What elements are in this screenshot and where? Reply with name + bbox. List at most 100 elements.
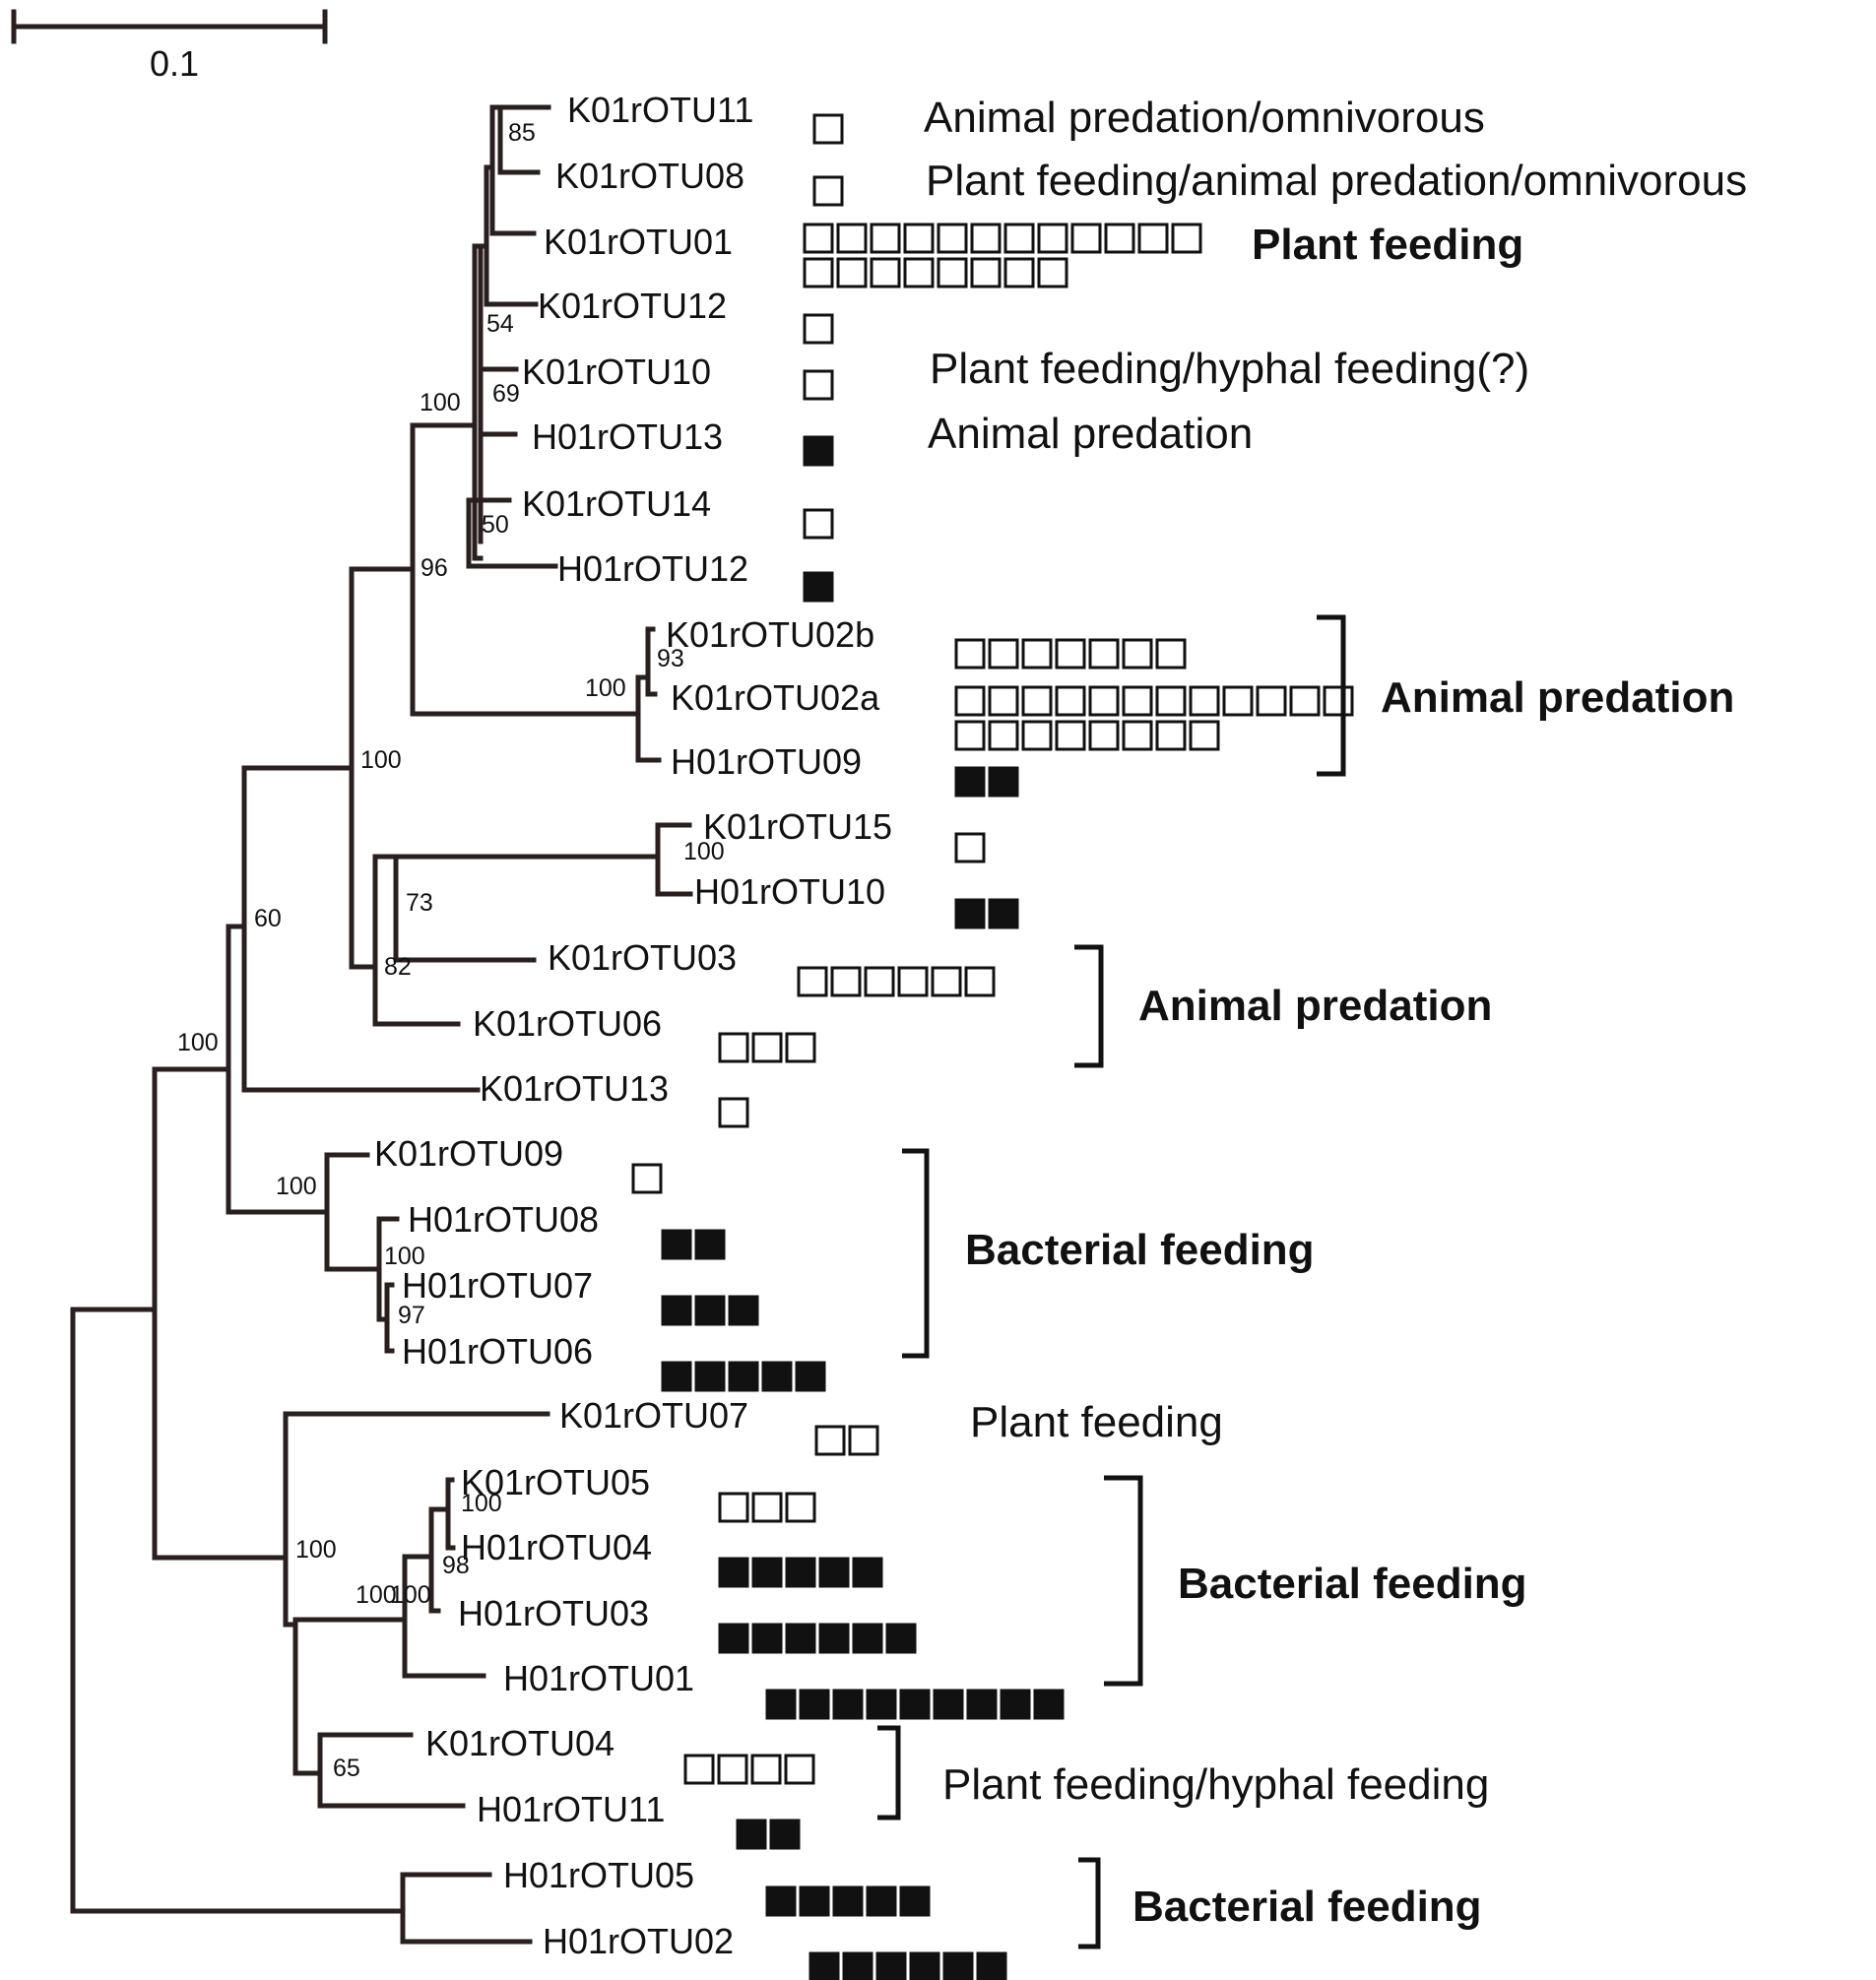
leaf-label: K01rOTU08 [555, 156, 744, 196]
open-square [1189, 685, 1220, 717]
bootstrap-value: 82 [384, 953, 412, 981]
filled-square [728, 1295, 759, 1326]
filled-square [988, 898, 1019, 929]
filled-square [866, 1689, 897, 1720]
bootstrap-value: 96 [420, 554, 448, 582]
leaf-label: K01rOTU06 [473, 1003, 662, 1044]
bootstrap-value: 60 [254, 905, 282, 932]
leaf-label: K01rOTU14 [522, 483, 711, 524]
open-square [814, 1425, 846, 1456]
annotation-text: Plant feeding [970, 1398, 1223, 1446]
open-square [1323, 685, 1354, 717]
filled-square [751, 1623, 783, 1654]
leaf-label: H01rOTU04 [461, 1527, 652, 1567]
open-square [1122, 720, 1153, 751]
group-brackets [877, 614, 1346, 1949]
open-square [1155, 638, 1187, 670]
bootstrap-value: 100 [461, 1490, 502, 1517]
open-square [970, 257, 1002, 288]
open-square [937, 257, 968, 288]
open-square [1055, 638, 1086, 670]
open-square [937, 223, 968, 254]
open-square [1088, 720, 1120, 751]
annotation-text: Animal predation/omnivorous [924, 94, 1485, 142]
open-square [931, 966, 962, 997]
bracket-bacterial-feeding-3 [1078, 1857, 1101, 1949]
leaf-label: H01rOTU08 [408, 1199, 599, 1240]
filled-square [933, 1689, 964, 1720]
leaf-label: K01rOTU11 [567, 90, 753, 130]
filled-square [769, 1819, 801, 1850]
open-square [797, 966, 828, 997]
filled-square [832, 1885, 864, 1917]
open-square [750, 1754, 782, 1785]
leaf-label: K01rOTU15 [703, 806, 892, 847]
open-square [1070, 223, 1102, 254]
bracket-bacterial-feeding-2 [1104, 1475, 1143, 1687]
open-square [751, 1032, 783, 1063]
open-square [1037, 257, 1068, 288]
bootstrap-value: 100 [360, 746, 402, 774]
filled-square [736, 1819, 767, 1850]
open-square [718, 1492, 749, 1523]
filled-square [866, 1885, 897, 1917]
filled-square [694, 1295, 726, 1326]
filled-square [909, 1951, 940, 1980]
open-square [988, 685, 1019, 717]
filled-square [799, 1689, 830, 1720]
filled-square [765, 1885, 797, 1917]
open-square [1088, 685, 1120, 717]
leaf-label: H01rOTU13 [532, 416, 723, 457]
open-square [848, 1425, 879, 1456]
filled-square [818, 1557, 850, 1588]
filled-square [954, 898, 986, 929]
open-square [964, 966, 996, 997]
leaf-label: K01rOTU04 [425, 1723, 615, 1763]
open-square [785, 1032, 816, 1063]
bootstrap-value: 100 [295, 1536, 337, 1564]
leaf-label: H01rOTU05 [503, 1855, 694, 1895]
open-square [803, 508, 834, 540]
open-square [1037, 223, 1068, 254]
filled-square [718, 1557, 749, 1588]
filled-square [803, 571, 834, 603]
open-square [1021, 638, 1053, 670]
open-square [1122, 685, 1153, 717]
open-square [785, 1492, 816, 1523]
annotation-text: Plant feeding [1252, 221, 1523, 269]
open-square [718, 1097, 749, 1128]
bootstrap-value: 100 [683, 838, 725, 865]
open-square [1155, 685, 1187, 717]
tree-branches [70, 104, 693, 1945]
bootstrap-value: 100 [384, 1243, 425, 1270]
filled-square [661, 1361, 692, 1392]
abundance-squares [631, 113, 1354, 1980]
open-square [751, 1492, 783, 1523]
filled-square [942, 1951, 974, 1980]
filled-square [785, 1623, 816, 1654]
bracket-plant-hyphal-feeding [877, 1725, 901, 1820]
leaf-label: K01rOTU10 [522, 351, 711, 392]
filled-square [852, 1557, 883, 1588]
open-square [903, 257, 935, 288]
open-square [954, 685, 986, 717]
open-square [1104, 223, 1135, 254]
open-square [718, 1032, 749, 1063]
open-square [812, 175, 844, 207]
filled-square [765, 1689, 797, 1720]
bootstrap-value: 65 [333, 1755, 360, 1782]
open-square [903, 223, 935, 254]
open-square [988, 720, 1019, 751]
bootstrap-values: 8554691005096931001001007382601001001009… [177, 119, 725, 1782]
bracket-bacterial-feeding-1 [902, 1148, 930, 1359]
bootstrap-value: 69 [492, 380, 520, 408]
open-square [1055, 720, 1086, 751]
filled-square [818, 1623, 850, 1654]
leaf-label: K01rOTU02b [666, 614, 874, 655]
filled-square [852, 1623, 883, 1654]
filled-square [832, 1689, 864, 1720]
open-square [897, 966, 929, 997]
open-square [812, 113, 844, 145]
open-square [784, 1754, 815, 1785]
open-square [1003, 257, 1035, 288]
